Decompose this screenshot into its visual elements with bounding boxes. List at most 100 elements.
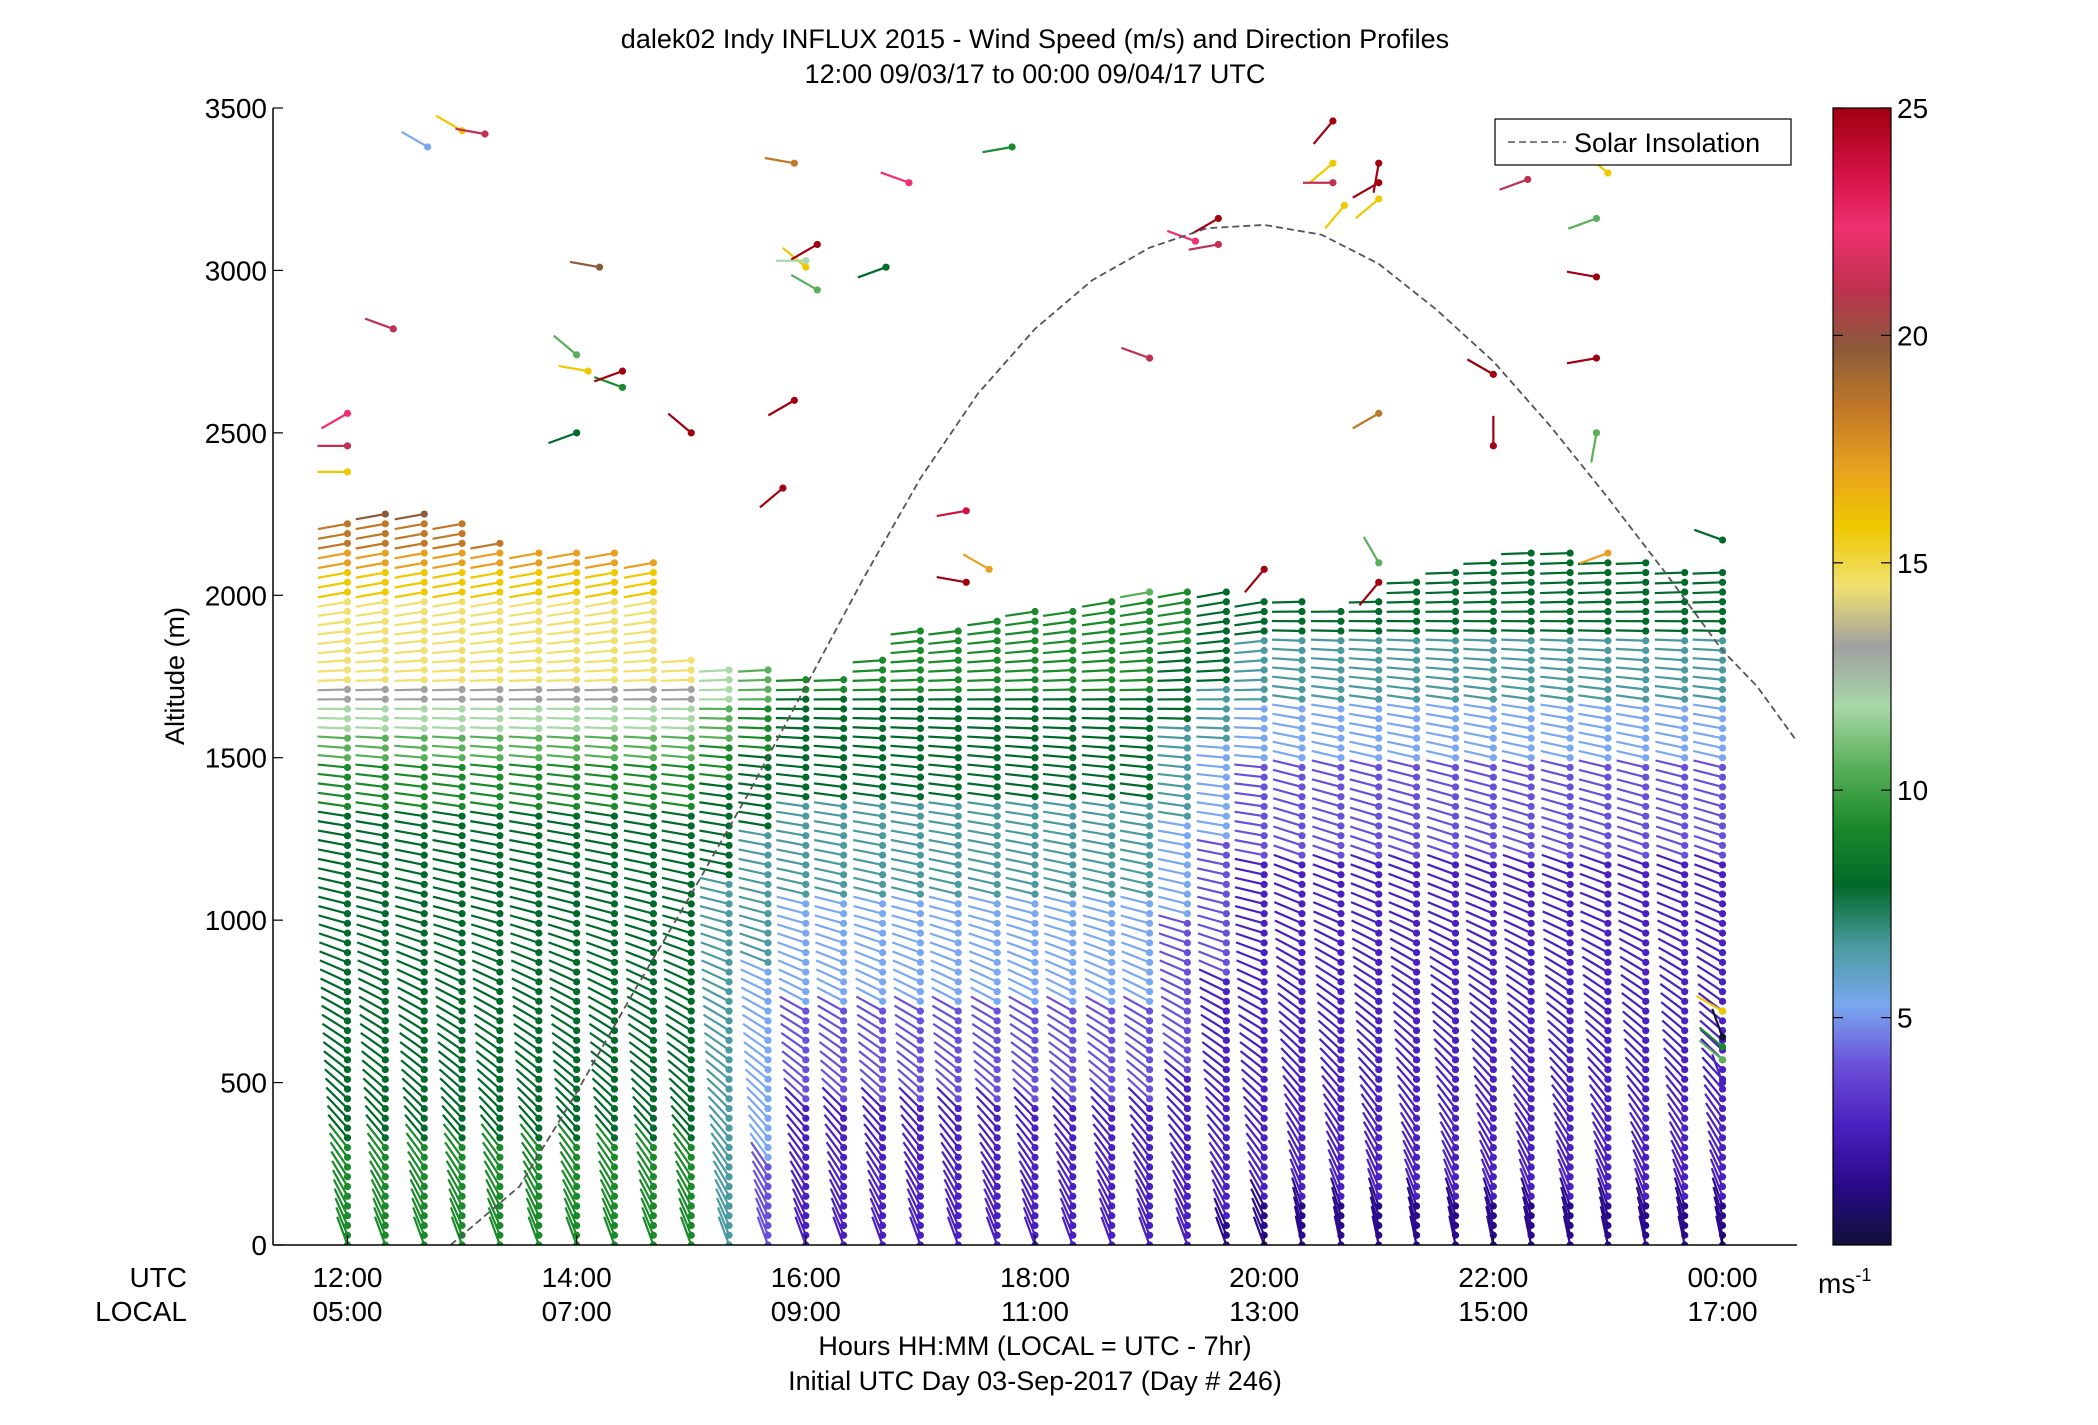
wind-barb [1427, 872, 1456, 886]
wind-barb [1348, 629, 1379, 633]
wind-barb [977, 1123, 999, 1149]
wind-barb-dot [496, 549, 504, 557]
wind-barb [740, 986, 769, 1003]
wind-barb-dot [1451, 734, 1460, 742]
wind-barb [509, 867, 540, 876]
wind-barb [930, 959, 959, 974]
wind-barb [1501, 561, 1532, 565]
wind-barb-dot [381, 1153, 389, 1161]
wind-barb-dot [993, 871, 1001, 879]
wind-barb [895, 1041, 922, 1061]
wind-barb [330, 1150, 349, 1178]
wind-barb [546, 668, 577, 673]
wind-barb [1042, 782, 1073, 789]
wind-barb [700, 941, 730, 954]
wind-barb-dot [764, 763, 772, 772]
wind-barb [968, 932, 998, 944]
wind-barb [1135, 1188, 1151, 1217]
wind-barb-dot [993, 685, 1001, 694]
wind-barb-dot [1604, 1085, 1612, 1093]
wind-barb [584, 735, 615, 740]
wind-barb [598, 1160, 616, 1188]
wind-barb [1425, 712, 1456, 720]
wind-barb-dot [1642, 646, 1650, 655]
wind-barb-dot [1108, 871, 1116, 879]
wind-barb [394, 512, 425, 521]
wind-barb [1158, 923, 1188, 935]
wind-barb [1588, 1074, 1609, 1100]
wind-barb [1697, 973, 1724, 993]
wind-barb [1081, 754, 1112, 759]
wind-barb [1005, 763, 1036, 769]
wind-barb [751, 1160, 769, 1188]
wind-barb-dot [496, 851, 504, 859]
wind-barb-dot [649, 1036, 658, 1044]
wind-barb-dot [954, 1026, 962, 1035]
wind-barb-dot [1566, 997, 1574, 1005]
wind-barb [1577, 675, 1609, 681]
wind-barb-dot [381, 802, 389, 811]
wind-barb [1119, 678, 1150, 682]
wind-barb-dot [610, 783, 619, 791]
wind-barb [587, 986, 615, 1003]
wind-barb [1657, 928, 1686, 944]
wind-barb [1398, 1093, 1418, 1119]
wind-barb [1158, 895, 1188, 905]
wind-barb [1616, 825, 1647, 837]
wind-barb-dot [954, 734, 962, 742]
wind-barb-dot [1604, 997, 1612, 1005]
wind-barb-dot [1642, 1095, 1650, 1103]
wind-barb [1579, 901, 1609, 915]
wind-barb [967, 688, 998, 692]
wind-barb [1119, 829, 1150, 837]
wind-barb [1196, 754, 1227, 759]
wind-barb-dot [1260, 1143, 1268, 1152]
wind-barb-dot [1337, 1114, 1345, 1122]
wind-barb-dot [840, 734, 848, 742]
wind-barb-dot [1681, 627, 1689, 635]
wind-barb-dot [420, 549, 428, 557]
wind-barb-dot [1222, 832, 1230, 840]
wind-barb-dot [1681, 880, 1689, 889]
wind-barb-dot [1260, 978, 1268, 986]
wind-barb [470, 838, 501, 847]
wind-barb-dot [1451, 744, 1460, 752]
wind-barb-dot [1412, 1036, 1421, 1044]
wind-barb-dot [1681, 773, 1689, 781]
wind-barb-dot [1031, 988, 1039, 996]
wind-barb [432, 649, 463, 655]
wind-barb [1540, 638, 1571, 642]
wind-barb [1669, 1130, 1686, 1158]
wind-barb-dot [535, 1241, 543, 1245]
wind-barb [1318, 1038, 1342, 1061]
wind-barb [1694, 901, 1723, 915]
wind-barb [1196, 763, 1227, 769]
wind-barb [399, 1041, 425, 1061]
wind-barb-dot [381, 1056, 389, 1064]
wind-barb [1129, 1114, 1151, 1139]
wind-barb-dot [1260, 1153, 1268, 1161]
wind-barb [1274, 919, 1303, 935]
wind-barb-dot [1566, 968, 1574, 976]
wind-barb [1203, 1068, 1228, 1090]
wind-barb [1695, 928, 1724, 944]
wind-barb [853, 876, 883, 886]
wind-barb-dot [1145, 1017, 1154, 1025]
wind-barb [1501, 694, 1532, 701]
wind-barb-dot [916, 1026, 925, 1035]
wind-barb-dot [1069, 724, 1077, 733]
wind-barb-dot [1412, 1202, 1421, 1210]
wind-barb [1478, 1130, 1495, 1158]
wind-barb-dot [1337, 744, 1345, 752]
wind-barb-dot [1527, 812, 1535, 820]
wind-barb-dot [1375, 929, 1383, 937]
wind-barb [1312, 891, 1342, 905]
wind-barb [632, 1104, 655, 1129]
wind-barb-dot [687, 705, 695, 713]
wind-barb [661, 857, 692, 866]
wind-barb-dot [1145, 1095, 1154, 1103]
wind-barb-dot [725, 1202, 733, 1210]
wind-barb [1081, 649, 1112, 655]
wind-barb-dot [535, 988, 543, 996]
wind-barb [623, 801, 654, 808]
